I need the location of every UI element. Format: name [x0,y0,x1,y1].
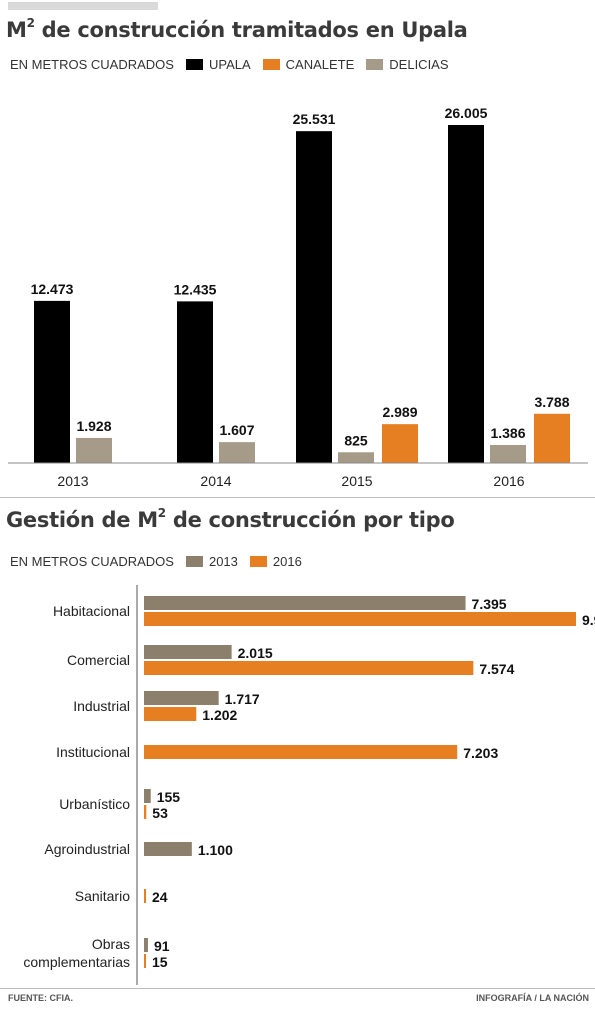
y-tick-label-urbanistico: Urbanístico [59,796,130,812]
data-label-delicias-2016: 1.386 [490,425,525,441]
data-label-2016-institucional: 7.203 [463,745,498,761]
legend-swatch-delicias [366,59,384,70]
bar-canalete-2016 [534,413,570,463]
data-label-2016-sanitario: 24 [152,889,168,905]
data-label-2016-obras-complementarias: 15 [152,954,168,970]
bar-delicias-2016 [490,444,526,463]
credit-note: INFOGRAFÍA / LA NACIÓN [476,993,589,1003]
bar-upala-2013 [34,300,70,463]
y-tick-label-obras-complementarias-line1: Obras [92,936,130,952]
bar-canalete-2015 [382,424,418,463]
y-tick-label-institucional: Institucional [56,744,130,760]
section-divider [0,497,595,498]
data-label-delicias-2013: 1.928 [76,418,111,434]
data-label-canalete-2015: 2.989 [382,404,417,420]
data-label-2016-industrial: 1.202 [202,707,237,723]
bar-2016-industrial [144,707,197,721]
y-tick-label-obras-complementarias-line2: complementarias [23,954,130,970]
bar-delicias-2013 [76,437,112,463]
bar-2016-comercial [144,661,474,675]
y-tick-label-comercial: Comercial [67,652,130,668]
source-note: FUENTE: CFIA. [8,993,73,1003]
legend-item-delicias: DELICIAS [366,57,449,72]
bar-2013-agroindustrial [144,842,192,856]
x-tick-label-2013: 2013 [57,473,88,489]
bar-2016-obras-complementarias [144,954,146,968]
bar-upala-2014 [177,301,213,463]
legend-swatch-2016 [249,556,267,567]
bar-2016-urbanistico [144,805,147,819]
bar-2013-urbanistico [144,789,151,803]
x-tick-label-2014: 2014 [200,473,231,489]
bar-2016-habitacional [144,612,576,626]
chart1-title: M2 de construcción tramitados en Upala [6,16,468,42]
data-label-2013-urbanistico: 155 [157,789,181,805]
data-label-2013-comercial: 2.015 [238,645,273,661]
legend-item-2016: 2016 [249,554,302,569]
chart2-title: Gestión de M2 de construcción por tipo [6,506,455,532]
legend-swatch-upala [185,59,203,70]
legend-swatch-2013 [185,556,203,567]
legend-label-2016: 2016 [272,554,302,569]
chart1-legend: EN METROS CUADRADOS UPALA CANALETE DELIC… [10,57,449,72]
legend-swatch-canalete [262,59,280,70]
chart2-legend: EN METROS CUADRADOS 2013 2016 [10,554,302,569]
data-label-2013-obras-complementarias: 91 [154,938,170,954]
chart1-unit-label: EN METROS CUADRADOS [10,57,174,72]
bar-upala-2015 [296,131,332,463]
legend-item-2013: 2013 [185,554,238,569]
data-label-2013-agroindustrial: 1.100 [198,842,233,858]
data-label-canalete-2016: 3.788 [534,394,569,410]
bar-2013-habitacional [144,596,466,610]
legend-item-upala: UPALA [185,57,251,72]
chart2-unit-label: EN METROS CUADRADOS [10,554,174,569]
data-label-2013-industrial: 1.717 [225,691,260,707]
y-tick-label-habitacional: Habitacional [53,603,130,619]
data-label-2016-comercial: 7.574 [479,661,514,677]
bar-2016-sanitario [144,889,146,903]
x-tick-label-2015: 2015 [341,473,372,489]
legend-label-upala: UPALA [208,57,251,72]
footer-divider [0,988,595,989]
y-tick-label-agroindustrial: Agroindustrial [44,841,130,857]
data-label-2016-habitacional: 9.935 [582,612,595,628]
bar-2013-industrial [144,691,219,705]
data-label-delicias-2014: 1.607 [219,422,254,438]
chart1-vertical-bar-chart: 12.473 1.928 2013 12.435 1.607 2014 25.531 825 2… [8,105,588,489]
legend-label-canalete: CANALETE [285,57,355,72]
data-label-delicias-2015: 825 [344,432,368,448]
legend-item-canalete: CANALETE [262,57,355,72]
bar-2013-obras-complementarias [144,938,148,952]
header-decoration-bar [8,2,158,10]
data-label-2016-urbanistico: 53 [152,805,168,821]
bar-2013-comercial [144,645,232,659]
bar-delicias-2015 [338,452,374,463]
data-label-2013-habitacional: 7.395 [472,596,507,612]
bar-2016-institucional [144,745,458,759]
bar-delicias-2014 [219,442,255,463]
y-tick-label-industrial: Industrial [73,698,130,714]
data-label-upala-2016: 26.005 [445,105,488,121]
data-label-upala-2015: 25.531 [293,111,336,127]
x-tick-label-2016: 2016 [493,473,524,489]
data-label-upala-2013: 12.473 [31,281,74,297]
legend-label-delicias: DELICIAS [389,57,449,72]
bar-upala-2016 [448,125,484,463]
y-tick-label-sanitario: Sanitario [75,888,130,904]
legend-label-2013: 2013 [208,554,238,569]
data-label-upala-2014: 12.435 [174,281,217,297]
